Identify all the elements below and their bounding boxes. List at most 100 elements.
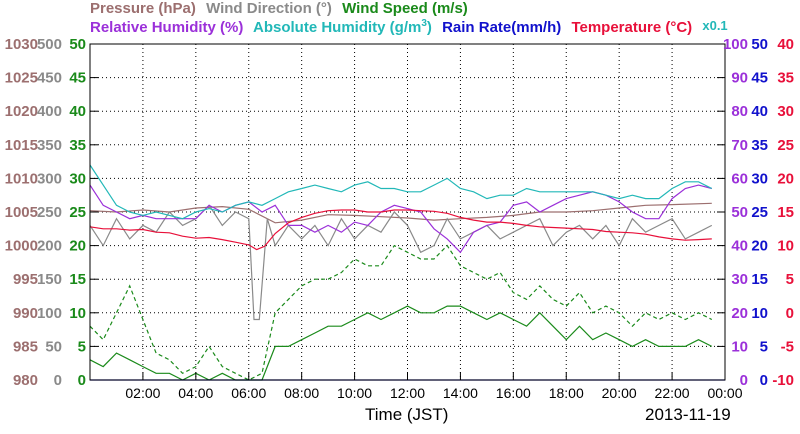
- series-line-pressure: [89, 202, 712, 224]
- right-tick-label: 60: [731, 170, 748, 187]
- left-tick-label: 45: [69, 70, 86, 87]
- left-tick-label: 15: [69, 271, 86, 288]
- right-tick-label: 50: [751, 36, 768, 53]
- left-tick-label: 0: [78, 372, 86, 389]
- right-tick-label: 40: [731, 238, 748, 255]
- series-line-ah: [89, 164, 713, 220]
- left-tick-label: 500: [37, 36, 62, 53]
- left-tick-label: 1030: [5, 36, 38, 53]
- right-tick-label: 30: [777, 103, 794, 120]
- x-tick-label: 08:00: [284, 385, 319, 401]
- left-tick-label: 450: [37, 70, 62, 87]
- left-tick-label: 250: [37, 204, 62, 221]
- legend-relative-humidity: Relative Humidity (%): [90, 19, 244, 36]
- right-tick-label: 50: [731, 204, 748, 221]
- left-tick-label: 200: [37, 238, 62, 255]
- left-tick-label: 50: [69, 36, 86, 53]
- series-line-winddir: [89, 204, 713, 321]
- legend-wind-direction: Wind Direction (°): [206, 0, 332, 17]
- legend-wind-speed: Wind Speed (m/s): [342, 0, 468, 17]
- right-tick-label: 70: [731, 137, 748, 154]
- right-tick-label: 45: [751, 70, 768, 87]
- legend-absolute-humidity-tail: ): [426, 19, 432, 36]
- left-tick-label: 1005: [5, 204, 38, 221]
- series-line-windspeed-gust: [89, 244, 713, 381]
- right-tick-label: 20: [777, 170, 794, 187]
- left-tick-label: 25: [69, 204, 86, 221]
- series-line-windspeed: [89, 305, 713, 381]
- right-tick-label: 5: [786, 271, 794, 288]
- right-tick-label: 10: [777, 238, 794, 255]
- right-tick-label: 15: [751, 271, 768, 288]
- x-tick-label: 06:00: [231, 385, 266, 401]
- legend-pressure: Pressure (hPa): [90, 0, 196, 17]
- left-tick-label: 0: [54, 372, 62, 389]
- right-tick-label: 0: [786, 305, 794, 322]
- right-tick-label: 25: [751, 204, 768, 221]
- left-tick-label: 1015: [5, 137, 38, 154]
- right-tick-label: 30: [731, 271, 748, 288]
- legend-row-2: Relative Humidity (%) Absolute Humidity …: [90, 18, 734, 36]
- right-tick-label: 20: [731, 305, 748, 322]
- right-tick-label: 40: [751, 103, 768, 120]
- x-tick-label: 00:00: [707, 385, 742, 401]
- right-tick-label: 20: [751, 238, 768, 255]
- x-tick-label: 22:00: [655, 385, 690, 401]
- left-tick-label: 300: [37, 170, 62, 187]
- right-tick-label: 30: [751, 170, 768, 187]
- right-tick-label: 35: [777, 70, 794, 87]
- right-tick-label: 10: [731, 338, 748, 355]
- left-tick-label: 985: [13, 338, 38, 355]
- left-tick-label: 10: [69, 305, 86, 322]
- legend-temperature: Temperature (°C): [571, 19, 693, 36]
- right-tick-label: -5: [781, 338, 794, 355]
- x-axis-label: Time (JST): [365, 405, 449, 424]
- legend-rain-rate: Rain Rate(mm/h): [442, 19, 562, 36]
- left-tick-label: 400: [37, 103, 62, 120]
- left-tick-label: 5: [78, 338, 86, 355]
- legend-row-1: Pressure (hPa) Wind Direction (°) Wind S…: [90, 0, 474, 17]
- right-tick-label: 25: [777, 137, 794, 154]
- right-tick-label: 100: [723, 36, 748, 53]
- right-tick-label: 0: [760, 372, 768, 389]
- right-tick-label: 90: [731, 70, 748, 87]
- left-tick-label: 40: [69, 103, 86, 120]
- x-tick-label: 02:00: [125, 385, 160, 401]
- legend-scale-note: x0.1: [702, 18, 728, 33]
- left-tick-label: 995: [13, 271, 38, 288]
- right-tick-label: 5: [760, 338, 768, 355]
- legend-absolute-humidity-label: Absolute Humidity (g/m: [253, 19, 422, 36]
- chart-grid: [90, 44, 725, 380]
- right-tick-label: 0: [740, 372, 748, 389]
- left-tick-label: 1025: [5, 70, 38, 87]
- x-tick-label: 20:00: [602, 385, 637, 401]
- x-tick-label: 18:00: [549, 385, 584, 401]
- left-tick-label: 50: [45, 338, 62, 355]
- left-tick-label: 1020: [5, 103, 38, 120]
- right-axes: 1009080706050403020100504540353025201510…: [717, 36, 794, 389]
- legend-absolute-humidity: Absolute Humidity (g/m3): [253, 18, 438, 36]
- left-tick-label: 990: [13, 305, 38, 322]
- left-tick-label: 20: [69, 238, 86, 255]
- left-tick-label: 1000: [5, 238, 38, 255]
- right-tick-label: 80: [731, 103, 748, 120]
- right-tick-label: -10: [772, 372, 794, 389]
- x-tick-label: 10:00: [337, 385, 372, 401]
- x-tick-label: 14:00: [443, 385, 478, 401]
- left-tick-label: 30: [69, 170, 86, 187]
- legend-absolute-humidity-sup: 3: [421, 18, 427, 29]
- x-tick-label: 16:00: [496, 385, 531, 401]
- series-line-temp: [89, 209, 712, 251]
- x-axis: 02:00 04:00 06:00 08:00 10:00 12:00 14:00 16:00…: [125, 372, 743, 401]
- left-axes: 1030102510201015101010051000995990985980…: [5, 36, 98, 389]
- x-tick-label: 04:00: [178, 385, 213, 401]
- left-tick-label: 35: [69, 137, 86, 154]
- left-tick-label: 150: [37, 271, 62, 288]
- left-tick-label: 100: [37, 305, 62, 322]
- right-tick-label: 10: [751, 305, 768, 322]
- left-tick-label: 1010: [5, 170, 38, 187]
- left-tick-label: 350: [37, 137, 62, 154]
- right-tick-label: 15: [777, 204, 794, 221]
- left-tick-label: 980: [13, 372, 38, 389]
